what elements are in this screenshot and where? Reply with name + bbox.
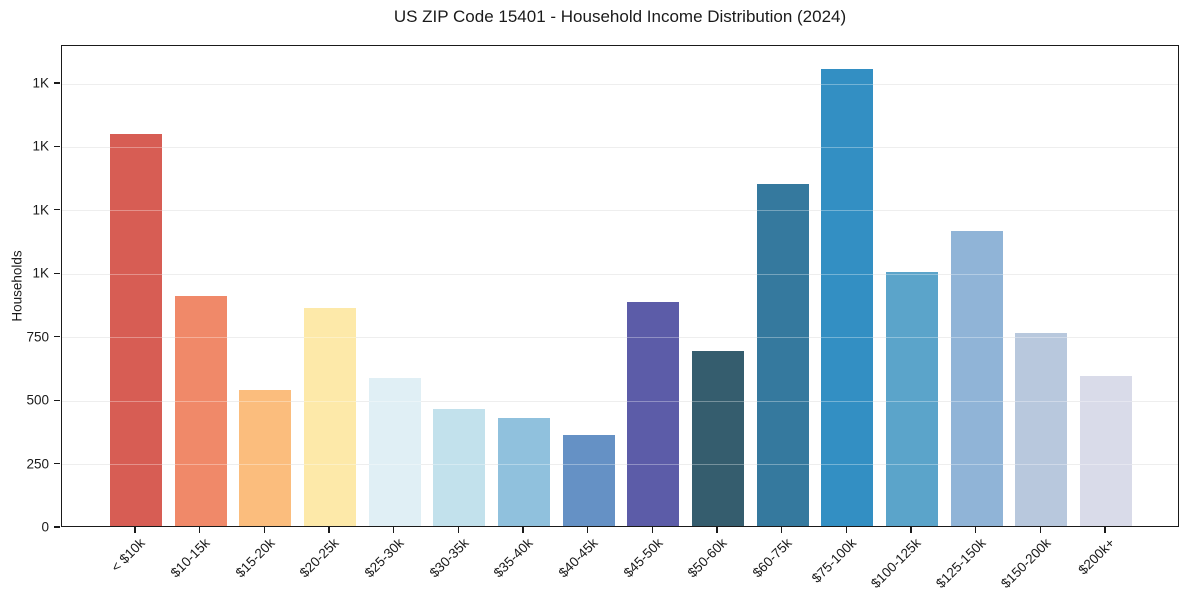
bar-40-45k (562, 435, 615, 526)
bar-10-15k (174, 296, 227, 526)
x-tick-mark (975, 527, 977, 533)
y-tick-label: 1K (32, 138, 49, 154)
gridline (62, 210, 1178, 212)
gridline-overlay (62, 464, 1178, 466)
y-tick-label: 1K (32, 202, 49, 218)
x-tick-mark (393, 527, 395, 533)
x-tick-label: $35-40k (490, 535, 536, 581)
bar-50-60k (692, 351, 745, 526)
gridline (62, 337, 1178, 339)
gridline (62, 273, 1178, 275)
x-tick-label: $125-150k (932, 535, 989, 590)
x-tick-label: $60-75k (749, 535, 795, 581)
x-tick-mark (522, 527, 524, 533)
y-tick-label: 1K (32, 75, 49, 91)
y-axis-label: Households (9, 250, 25, 322)
x-tick-label: $50-60k (684, 535, 730, 581)
x-tick-mark (199, 527, 201, 533)
gridline-overlay (62, 400, 1178, 402)
x-tick-label: $200k+ (1075, 535, 1118, 578)
chart-title: US ZIP Code 15401 - Household Income Dis… (393, 7, 847, 26)
y-tick-mark (54, 336, 60, 338)
x-tick-label: $10-15k (167, 535, 213, 581)
bar-15-20k (239, 389, 292, 526)
bar-150-200k (1015, 333, 1068, 526)
y-tick-label: 1K (32, 265, 49, 281)
y-tick-mark (54, 82, 60, 84)
y-tick-label: 0 (41, 519, 49, 535)
x-tick-label: $75-100k (808, 535, 860, 586)
gridline-overlay (62, 273, 1178, 275)
x-tick-mark (263, 527, 265, 533)
bar-75-100k (821, 68, 874, 526)
bar-200k+ (1080, 376, 1133, 526)
y-tick-mark (54, 145, 60, 148)
x-tick-mark (134, 527, 136, 533)
x-tick-label: $25-30k (361, 535, 407, 581)
x-tick-label: $20-25k (296, 535, 342, 581)
y-tick-mark (54, 272, 60, 274)
gridline-overlay (62, 146, 1178, 148)
bar-10k (110, 134, 162, 526)
x-tick-mark (910, 527, 912, 533)
y-tick-label: 500 (26, 392, 49, 408)
gridline (62, 400, 1178, 402)
x-tick-mark (716, 527, 718, 533)
gridline (62, 464, 1178, 466)
x-tick-mark (457, 527, 459, 533)
y-tick-mark (54, 462, 60, 465)
bar-20-25k (304, 307, 356, 526)
x-tick-mark (1104, 527, 1106, 533)
x-tick-mark (651, 527, 653, 533)
x-tick-label: $40-45k (555, 535, 601, 581)
gridline (62, 83, 1178, 85)
bar-100-125k (886, 271, 939, 526)
gridline (62, 146, 1178, 148)
bar-25-30k (368, 377, 421, 526)
x-tick-label: $15-20k (232, 535, 278, 581)
y-tick-label: 250 (26, 455, 49, 471)
gridline-overlay (62, 83, 1178, 85)
y-tick-mark (54, 399, 60, 401)
x-tick-mark (1039, 527, 1041, 533)
x-tick-label: $150-200k (997, 535, 1054, 590)
bar-45-50k (627, 302, 680, 526)
x-tick-label: $100-125k (868, 535, 924, 590)
bar-35-40k (498, 418, 551, 526)
bar-60-75k (756, 183, 809, 526)
x-tick-mark (845, 527, 847, 533)
bar-125-150k (950, 231, 1003, 526)
x-tick-label: $45-50k (620, 535, 666, 581)
x-tick-mark (328, 527, 330, 533)
gridline-overlay (62, 337, 1178, 339)
y-tick-mark (54, 209, 60, 211)
plot-area (61, 45, 1179, 527)
x-tick-mark (587, 527, 589, 533)
gridline-overlay (62, 210, 1178, 212)
y-tick-mark (54, 526, 60, 528)
x-tick-label: $30-35k (426, 535, 472, 581)
x-tick-label: < $10k (108, 535, 148, 575)
x-tick-mark (781, 527, 783, 533)
y-tick-label: 750 (26, 328, 49, 344)
bar-30-35k (433, 408, 486, 526)
